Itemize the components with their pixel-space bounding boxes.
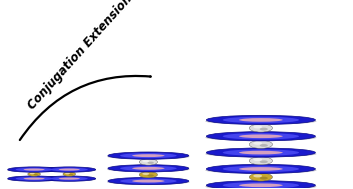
Ellipse shape xyxy=(59,168,80,171)
Circle shape xyxy=(260,128,268,130)
Ellipse shape xyxy=(7,177,61,181)
Ellipse shape xyxy=(43,167,96,172)
Ellipse shape xyxy=(108,165,189,172)
Circle shape xyxy=(253,158,262,161)
Ellipse shape xyxy=(43,176,96,181)
Circle shape xyxy=(148,174,154,177)
Ellipse shape xyxy=(205,118,317,125)
Ellipse shape xyxy=(207,115,315,125)
Circle shape xyxy=(65,173,70,174)
Circle shape xyxy=(260,160,268,163)
Ellipse shape xyxy=(51,168,88,171)
Circle shape xyxy=(68,174,73,175)
Ellipse shape xyxy=(223,133,299,139)
Circle shape xyxy=(260,177,268,180)
Ellipse shape xyxy=(24,177,44,180)
Ellipse shape xyxy=(132,180,164,183)
Ellipse shape xyxy=(107,154,190,159)
Ellipse shape xyxy=(205,134,317,141)
Ellipse shape xyxy=(223,117,299,123)
Ellipse shape xyxy=(120,178,176,184)
Circle shape xyxy=(249,140,273,148)
Ellipse shape xyxy=(205,184,317,189)
Ellipse shape xyxy=(59,177,80,180)
Ellipse shape xyxy=(132,154,164,157)
Ellipse shape xyxy=(239,134,283,138)
Ellipse shape xyxy=(132,167,164,170)
Ellipse shape xyxy=(120,166,176,171)
Circle shape xyxy=(28,172,41,176)
Circle shape xyxy=(253,125,262,128)
Ellipse shape xyxy=(207,148,315,157)
Ellipse shape xyxy=(8,167,60,172)
Text: Conjugation Extension: Conjugation Extension xyxy=(25,0,134,112)
Ellipse shape xyxy=(16,177,53,180)
Ellipse shape xyxy=(42,168,96,172)
Ellipse shape xyxy=(8,176,60,181)
Ellipse shape xyxy=(205,151,317,157)
Ellipse shape xyxy=(239,151,283,154)
Ellipse shape xyxy=(24,168,44,171)
Circle shape xyxy=(142,160,149,162)
Circle shape xyxy=(249,173,273,181)
Ellipse shape xyxy=(107,180,190,185)
Ellipse shape xyxy=(107,167,190,172)
Ellipse shape xyxy=(207,164,315,174)
Ellipse shape xyxy=(120,153,176,158)
Ellipse shape xyxy=(223,182,299,188)
Circle shape xyxy=(249,157,273,165)
Ellipse shape xyxy=(239,118,283,122)
Ellipse shape xyxy=(205,167,317,174)
Ellipse shape xyxy=(16,168,53,171)
Ellipse shape xyxy=(239,184,283,187)
Ellipse shape xyxy=(239,167,283,171)
Circle shape xyxy=(139,159,157,165)
Ellipse shape xyxy=(108,177,189,185)
Circle shape xyxy=(253,142,262,145)
Ellipse shape xyxy=(207,132,315,141)
Circle shape xyxy=(148,162,154,164)
Circle shape xyxy=(249,124,273,132)
Circle shape xyxy=(63,172,76,176)
Circle shape xyxy=(253,174,262,177)
Circle shape xyxy=(142,173,149,175)
Ellipse shape xyxy=(51,177,88,180)
Ellipse shape xyxy=(7,168,61,172)
Ellipse shape xyxy=(42,177,96,181)
Circle shape xyxy=(260,144,268,147)
Ellipse shape xyxy=(223,166,299,172)
Ellipse shape xyxy=(108,152,189,159)
Circle shape xyxy=(34,174,38,175)
Ellipse shape xyxy=(223,149,299,156)
Circle shape xyxy=(30,173,35,174)
Circle shape xyxy=(139,172,157,178)
Ellipse shape xyxy=(207,181,315,189)
